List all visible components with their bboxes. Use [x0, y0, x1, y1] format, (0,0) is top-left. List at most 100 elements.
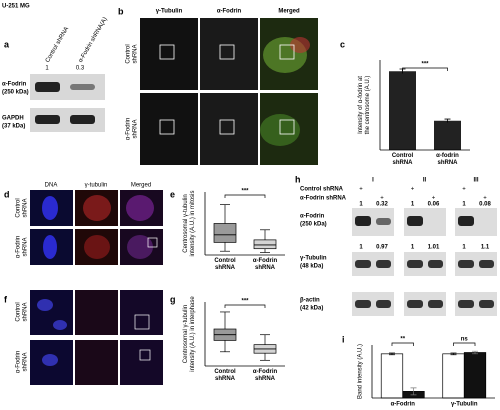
row-label: Control	[16, 302, 22, 321]
row-label: (42 kDa)	[300, 306, 323, 312]
column-label: DNA	[45, 183, 58, 189]
ratio: 0.32	[376, 202, 388, 208]
y-axis-label: Band intensity (A.U.)	[358, 344, 364, 399]
panel-label: g	[170, 294, 176, 304]
ratio: 0.06	[428, 202, 440, 208]
bar	[434, 120, 461, 150]
bar	[442, 353, 465, 399]
y-axis-label: intensity (A.U.) in interphase	[190, 296, 196, 372]
panel-label: a	[4, 39, 10, 49]
column-label: Merged	[131, 183, 151, 189]
row-label: shRNA	[133, 119, 139, 138]
blot-band	[35, 82, 60, 92]
row-label: GAPDH	[2, 116, 24, 122]
condition-label: Control shRNA	[300, 187, 344, 193]
column-label: α-Fodrin	[217, 9, 242, 15]
x-tick-label: α-Fodrin	[391, 402, 416, 408]
group-label: II	[423, 178, 427, 184]
group-label: I	[372, 178, 374, 184]
x-tick-label: Control	[392, 153, 414, 159]
ratio: 0.97	[376, 245, 388, 251]
panel-label: h	[295, 174, 301, 184]
significance: ***	[241, 189, 249, 195]
significance-bracket	[453, 342, 476, 346]
micrographs-f	[30, 290, 163, 385]
lane-sign: +	[380, 196, 384, 202]
micrographs-d	[30, 190, 163, 265]
panel-label: i	[342, 334, 345, 344]
x-tick-label: shRNA	[437, 160, 458, 166]
error-bar	[444, 118, 451, 123]
blot-band	[70, 84, 95, 90]
row-label: (250 kDa)	[2, 90, 29, 96]
ratio: 1	[359, 202, 363, 208]
panel-label: f	[4, 294, 8, 304]
x-tick-label: Control	[214, 369, 236, 375]
ratio: 0.3	[76, 66, 85, 72]
column-label: γ-Tubulin	[156, 9, 183, 15]
ratio: 1.1	[481, 245, 490, 251]
bar	[463, 352, 487, 399]
row-label: (37 kDa)	[2, 124, 25, 130]
ratio: 1	[411, 202, 415, 208]
x-tick-label: shRNA	[215, 265, 236, 271]
x-tick-label: α-Fodrin	[253, 369, 278, 375]
x-tick-label: shRNA	[215, 376, 236, 382]
panel-label: c	[340, 39, 345, 49]
error-bar	[450, 352, 457, 356]
significance: ***	[421, 62, 429, 68]
row-label: Control	[126, 44, 132, 63]
ratio: 1.01	[428, 245, 440, 251]
significance-bracket	[224, 194, 266, 198]
y-axis-label: the centrosome (A.U.)	[365, 76, 371, 135]
significance-bracket	[391, 342, 414, 346]
box	[213, 223, 237, 243]
y-axis-label: Centrosomal γ-tubulin	[183, 305, 189, 363]
x-tick-label: γ-Tubulin	[451, 402, 478, 408]
ratio: 1	[411, 245, 415, 251]
row-label: α-Fodrin	[16, 236, 22, 258]
group-label: III	[473, 178, 478, 184]
error-bar	[410, 387, 417, 396]
blots-h	[352, 208, 497, 316]
row-label: α-Fodrin	[16, 351, 22, 373]
x-tick-label: shRNA	[255, 265, 276, 271]
ratio: 1	[359, 245, 363, 251]
blot-band	[70, 115, 95, 124]
row-label: Control	[16, 198, 22, 217]
column-label: γ-tubulin	[85, 183, 108, 189]
row-label: shRNA	[23, 198, 29, 217]
lane-sign: +	[359, 187, 363, 193]
significance-bracket	[224, 304, 266, 308]
row-label: γ-Tubulin	[300, 256, 327, 262]
row-label: shRNA	[23, 302, 29, 321]
y-axis-label: Centrosomal γ-tubulin	[183, 194, 189, 252]
micrographs-b	[140, 18, 318, 165]
column-label: Merged	[278, 9, 300, 15]
x-tick-label: Control	[214, 258, 236, 264]
row-label: (250 kDa)	[300, 222, 327, 228]
blot-band	[35, 115, 60, 124]
bar	[380, 353, 404, 399]
panel-label: d	[4, 189, 10, 199]
lane-sign: +	[483, 196, 487, 202]
ratio: 1	[462, 245, 466, 251]
row-label: β-actin	[300, 298, 320, 304]
significance: **	[400, 337, 405, 343]
ratio: 1	[462, 202, 466, 208]
row-label: α-Fodrin	[300, 214, 325, 220]
error-bar	[388, 352, 395, 356]
significance: ***	[241, 299, 249, 305]
condition-label: α-Fodrin shRNA	[300, 196, 347, 202]
box	[253, 239, 277, 250]
lane-label: Control shRNA	[45, 26, 70, 64]
y-axis-label: intensity (A.U.) in mitosis	[190, 190, 196, 256]
lane-sign: +	[411, 187, 415, 193]
significance-bracket	[402, 67, 448, 71]
row-label: α-Fodrin	[2, 82, 27, 88]
bar	[389, 71, 416, 150]
significance: ns	[461, 337, 469, 343]
error-bar	[472, 350, 479, 355]
row-label: shRNA	[23, 237, 29, 256]
lane-label: α-Fodrin shRNA(A)	[78, 16, 109, 63]
